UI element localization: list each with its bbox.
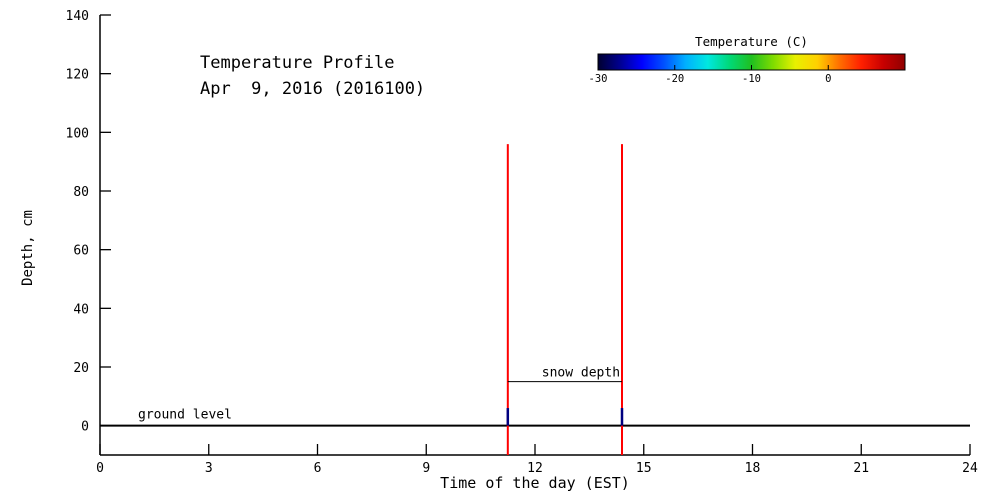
x-tick-label: 12 xyxy=(527,461,543,476)
snow-depth-label: snow depth xyxy=(542,366,620,381)
colorbar-tick-label: -30 xyxy=(589,73,608,85)
x-tick-label: 6 xyxy=(314,461,322,476)
y-tick-label: 20 xyxy=(73,361,89,376)
colorbar-title: Temperature (C) xyxy=(695,34,808,49)
x-tick-label: 15 xyxy=(636,461,652,476)
colorbar-tick-label: 0 xyxy=(825,73,831,85)
x-tick-label: 3 xyxy=(205,461,213,476)
ground-level-label: ground level xyxy=(138,408,232,423)
x-tick-label: 18 xyxy=(745,461,761,476)
chart-subtitle: Apr 9, 2016 (2016100) xyxy=(200,79,425,99)
x-tick-label: 9 xyxy=(422,461,430,476)
x-tick-label: 24 xyxy=(962,461,978,476)
y-tick-label: 120 xyxy=(66,68,89,83)
y-tick-label: 0 xyxy=(81,420,89,435)
y-tick-label: 140 xyxy=(66,9,89,24)
colorbar-tick-label: -20 xyxy=(665,73,684,85)
x-axis-title: Time of the day (EST) xyxy=(440,474,630,492)
y-axis-title: Depth, cm xyxy=(20,210,36,286)
y-tick-label: 40 xyxy=(73,302,89,317)
y-tick-label: 100 xyxy=(66,126,89,141)
y-tick-label: 60 xyxy=(73,244,89,259)
chart-title: Temperature Profile xyxy=(200,53,394,73)
x-tick-label: 21 xyxy=(853,461,869,476)
y-tick-label: 80 xyxy=(73,185,89,200)
colorbar-tick-label: -10 xyxy=(742,73,761,85)
x-tick-label: 0 xyxy=(96,461,104,476)
